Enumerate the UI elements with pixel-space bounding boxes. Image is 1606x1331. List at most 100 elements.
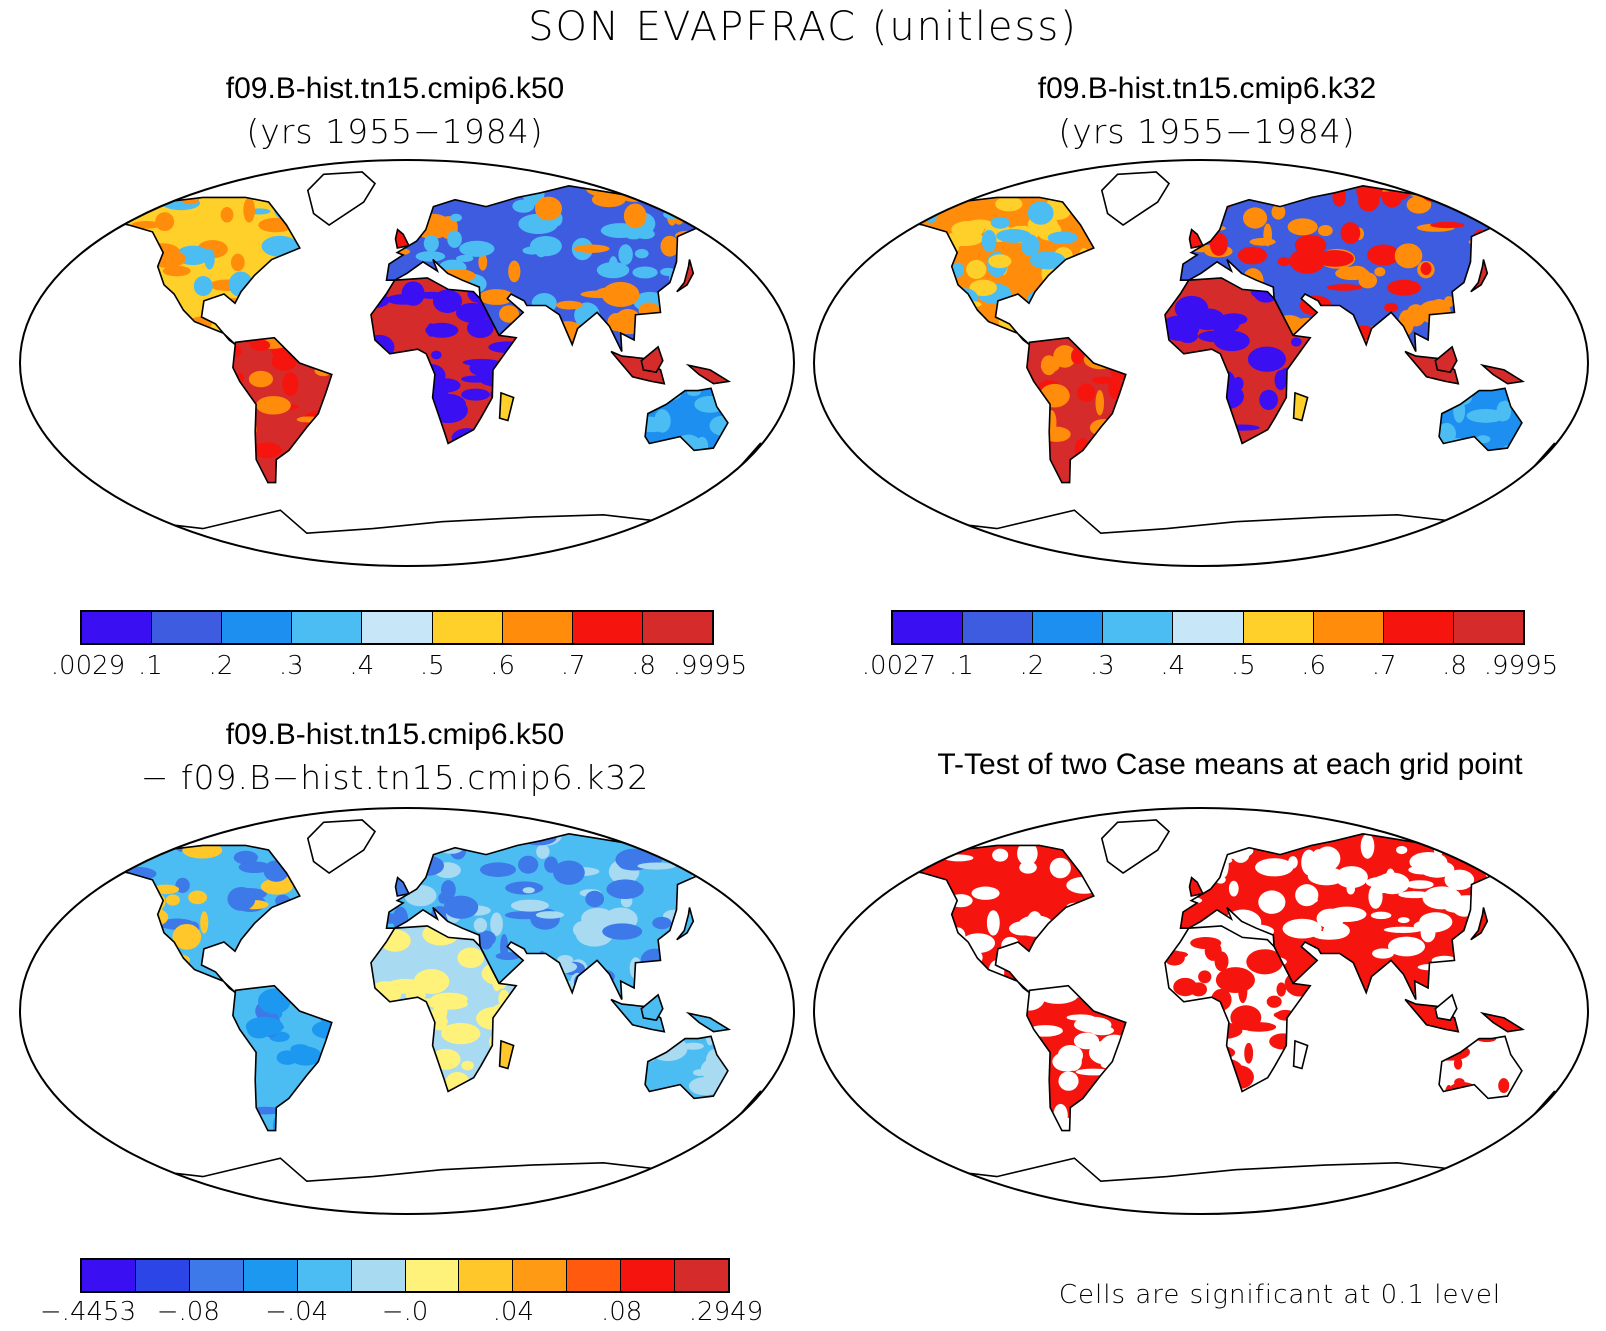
field-cell (441, 1022, 481, 1045)
field-cell (1038, 987, 1079, 1004)
panel1-map (19, 159, 795, 567)
colorbar-tick-label: .08 (600, 1297, 643, 1327)
coastline-eurasia (385, 184, 735, 352)
field-cell (969, 279, 998, 297)
field-cell (461, 388, 490, 401)
field-cell (250, 339, 271, 351)
field-cell (172, 923, 202, 950)
coastline-greenland (306, 171, 377, 226)
panel3-title: f09.B-hist.tn15.cmip6.k50 (225, 718, 565, 751)
colorbar-swatch (513, 1260, 568, 1291)
coastline-australia (1438, 1035, 1523, 1100)
colorbar-tick-label: .2 (1019, 651, 1045, 681)
field-cell (1499, 400, 1512, 421)
coastline-australia (1438, 387, 1523, 452)
field-cell (654, 409, 671, 433)
colorbar-swatch (82, 612, 153, 643)
field-cell (1277, 257, 1291, 267)
coastline-namerica (103, 844, 301, 994)
colorbar-swatch (351, 1260, 406, 1291)
field-cell (255, 396, 291, 415)
field-cell (992, 848, 1009, 862)
field-cell (700, 1058, 728, 1081)
coastline-eurasia (1179, 184, 1529, 352)
field-cell (688, 1077, 722, 1096)
colorbar-swatch (222, 612, 293, 643)
field-cell (1367, 244, 1400, 266)
field-cell (432, 289, 463, 314)
field-cell (1370, 911, 1392, 920)
field-cell (1017, 845, 1038, 866)
field-cell (443, 895, 479, 919)
panel2-colorbar-labels: .0027 .1 .2 .3 .4 .5 .6 .7 .8 .9995 (862, 651, 1558, 685)
colorbar-tick-label: −.08 (156, 1297, 220, 1327)
field-cell (1053, 345, 1077, 368)
field-cell (456, 254, 474, 263)
field-cell (981, 229, 997, 253)
landmass-japan (1470, 907, 1488, 940)
field-cell (1040, 355, 1057, 376)
field-cell (1177, 328, 1199, 343)
colorbar-tick-label: .04 (492, 1297, 535, 1327)
field-cell (971, 886, 1000, 900)
field-cell (616, 850, 638, 870)
field-cell (1317, 225, 1333, 237)
field-cell (260, 878, 293, 895)
panel1-subtitle: (yrs 1955−1984) (246, 112, 544, 151)
field-cell (966, 259, 987, 279)
colorbar-tick-label: −.4453 (39, 1297, 137, 1327)
map-border (813, 159, 1589, 567)
field-cell (640, 833, 681, 853)
panel2-title: f09.B-hist.tn15.cmip6.k32 (1037, 72, 1377, 105)
field-cell (1287, 218, 1318, 236)
coastline-africa (370, 925, 518, 1093)
field-cell (1073, 1016, 1112, 1033)
colorbar-tick-label: .1 (949, 651, 974, 681)
field-cell (457, 947, 485, 969)
field-cell (709, 415, 728, 436)
field-cell (188, 890, 208, 905)
coastline-greenland (1100, 171, 1171, 226)
coastline-samerica (232, 336, 333, 484)
field-cell (1108, 378, 1122, 399)
coastline-namerica (103, 196, 301, 346)
field-cell (1052, 1051, 1081, 1072)
field-cell (1247, 346, 1287, 372)
field-cell (1396, 845, 1408, 855)
field-cell (1315, 250, 1354, 267)
field-cell (1049, 857, 1071, 879)
field-cell (602, 923, 643, 940)
field-cell (1047, 231, 1079, 244)
field-cell (1384, 302, 1399, 313)
field-cell (1385, 868, 1396, 890)
coastline-japan (1470, 907, 1489, 941)
field-cell (473, 917, 488, 933)
field-cell (1295, 884, 1319, 907)
coastline-antarctica (879, 1157, 1523, 1214)
colorbar-tick-label: .9995 (672, 651, 748, 681)
ttest-note: Cells are significant at 0.1 level (1058, 1280, 1502, 1310)
landmass-indonesia (611, 999, 665, 1032)
field-cell (1358, 190, 1380, 212)
field-cell (1383, 926, 1423, 933)
figure-title: SON EVAPFRAC (unitless) (528, 4, 1078, 50)
field-cell (499, 305, 520, 323)
field-cell (220, 207, 234, 223)
coastline-borneo (640, 345, 664, 374)
field-cell (1198, 970, 1212, 984)
field-cell (155, 212, 175, 232)
coastline-africa (1164, 925, 1312, 1093)
field-cell (1238, 978, 1248, 1004)
coastline-eurasia (385, 832, 735, 1000)
field-cell (1439, 833, 1462, 855)
colorbar-tick-label: .0027 (861, 651, 937, 681)
field-cell (466, 318, 494, 338)
coastline-japan (1470, 259, 1489, 293)
field-cell (522, 887, 535, 894)
coastline-australia (644, 1035, 729, 1100)
landmass-uk (1189, 229, 1203, 248)
colorbar-tick-label: .8 (1442, 651, 1467, 681)
field-cell (200, 911, 209, 934)
field-cell (1073, 1032, 1100, 1050)
field-cell (1408, 865, 1439, 875)
